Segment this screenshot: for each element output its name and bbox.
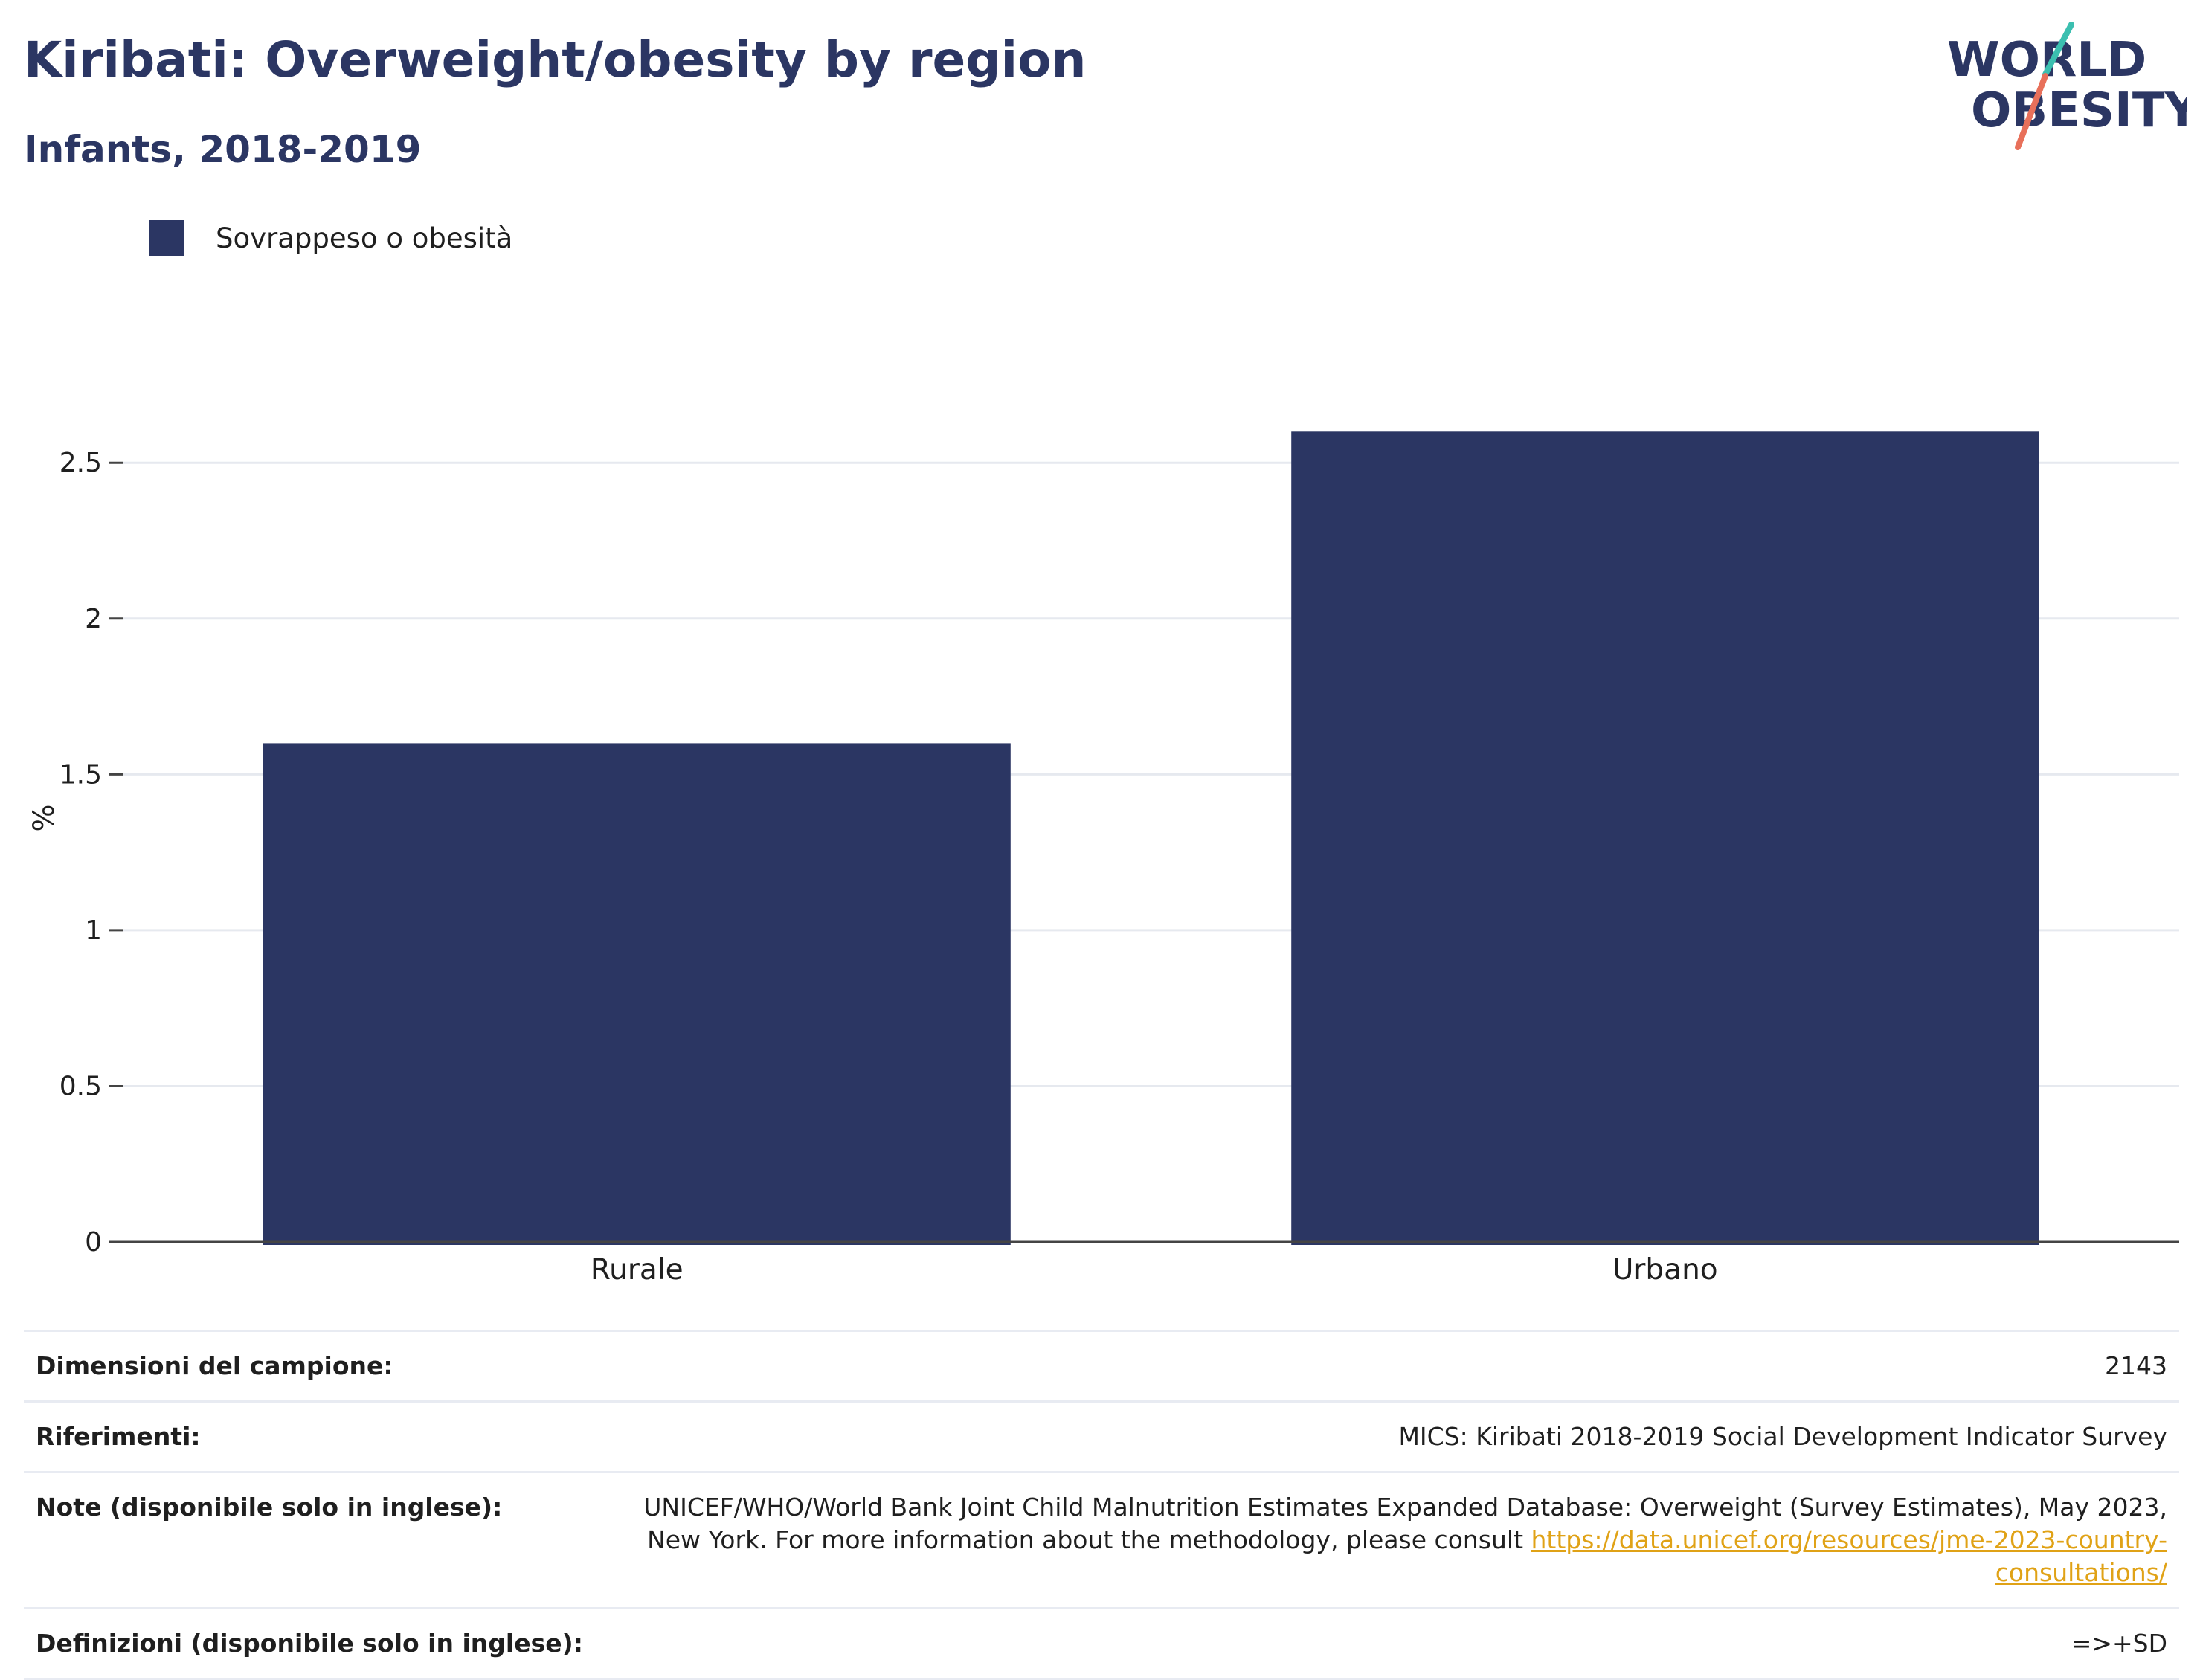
logo-line-2: OBESITY [1971, 83, 2187, 138]
references-row: Riferimenti: MICS: Kiribati 2018-2019 So… [24, 1400, 2179, 1471]
legend[interactable]: Sovrappeso o obesità [149, 220, 512, 256]
y-tick-label: 1.5 [59, 759, 102, 790]
bar-rurale[interactable] [263, 743, 1011, 1245]
y-axis-ticks: 0 0.5 1 1.5 2 2.5 [59, 448, 123, 1258]
bar-urbano[interactable] [1291, 431, 2039, 1245]
methodology-link[interactable]: https://data.unicef.org/resources/jme-20… [1531, 1525, 2168, 1587]
bar-chart: 0 0.5 1 1.5 2 2.5 Rurale Urbano % [28, 431, 2179, 1287]
bars [263, 431, 2039, 1245]
y-tick-label: 2 [85, 604, 102, 634]
definitions-row: Definizioni (disponibile solo in inglese… [24, 1607, 2179, 1680]
sample-size-value: 2143 [2105, 1351, 2167, 1380]
definitions-label: Definizioni (disponibile solo in inglese… [36, 1629, 583, 1658]
x-category-label: Rurale [591, 1253, 684, 1287]
references-value: MICS: Kiribati 2018-2019 Social Developm… [1398, 1422, 2167, 1451]
references-label: Riferimenti: [36, 1422, 201, 1451]
notes-row: Note (disponibile solo in inglese): UNIC… [24, 1471, 2179, 1607]
y-tick-label: 0.5 [59, 1071, 102, 1101]
y-tick-label: 2.5 [59, 448, 102, 478]
sample-size-row: Dimensioni del campione: 2143 [24, 1330, 2179, 1400]
notes-label: Note (disponibile solo in inglese): [36, 1493, 503, 1522]
logo-slash-coral [2015, 73, 2048, 150]
notes-text: UNICEF/WHO/World Bank Joint Child Malnut… [643, 1493, 2167, 1554]
chart-title: Kiribati: Overweight/obesity by region [24, 31, 1087, 88]
logo-slash-teal [2042, 22, 2074, 77]
x-category-label: Urbano [1612, 1253, 1718, 1287]
definitions-value: =>+SD [2071, 1629, 2167, 1658]
sample-size-label: Dimensioni del campione: [36, 1351, 393, 1380]
notes-value: UNICEF/WHO/World Bank Joint Child Malnut… [620, 1491, 2167, 1589]
world-obesity-logo[interactable]: WORLD OBESITY [1941, 22, 2187, 156]
chart-subtitle: Infants, 2018-2019 [24, 128, 422, 171]
x-axis-categories: Rurale Urbano [591, 1253, 1718, 1287]
legend-swatch [149, 220, 184, 256]
y-tick-label: 0 [85, 1227, 102, 1258]
legend-label: Sovrappeso o obesità [216, 222, 513, 254]
y-axis-label: % [28, 804, 61, 831]
y-tick-label: 1 [85, 915, 102, 946]
info-table: Dimensioni del campione: 2143 Riferiment… [24, 1330, 2179, 1680]
